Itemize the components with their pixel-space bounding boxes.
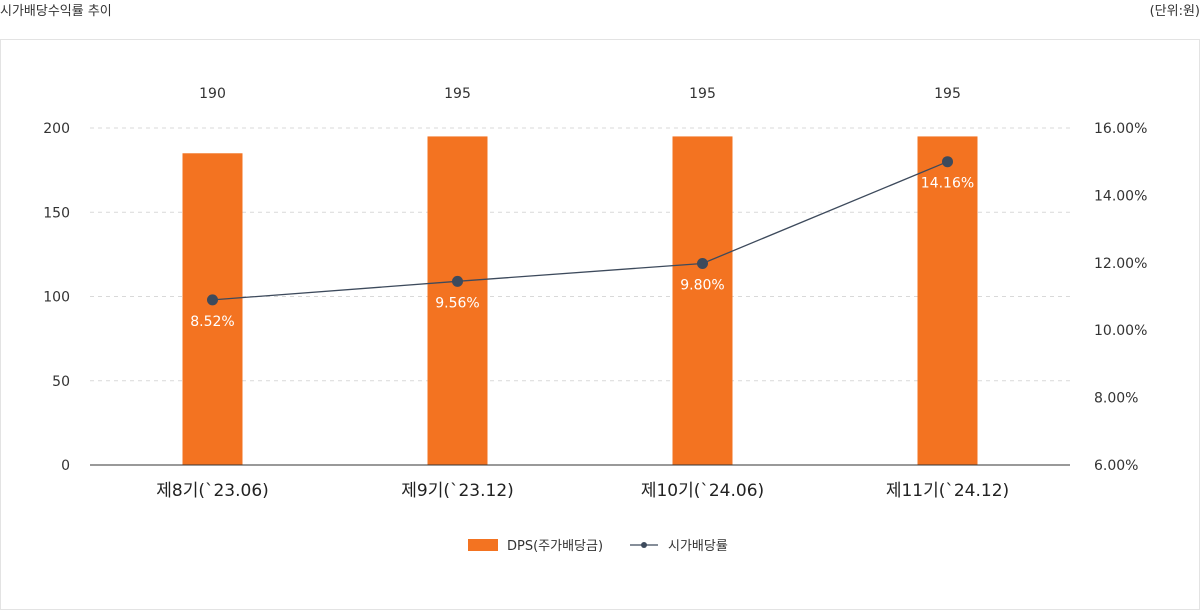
x-category-label: 제9기(`23.12) bbox=[401, 481, 514, 501]
y-right-tick-label: 14.00% bbox=[1094, 188, 1147, 204]
y-right-tick-label: 10.00% bbox=[1094, 323, 1147, 339]
x-category-label: 제11기(`24.12) bbox=[886, 481, 1009, 501]
y-left-tick-label: 50 bbox=[52, 374, 70, 390]
x-category-label: 제8기(`23.06) bbox=[156, 481, 269, 501]
y-left-tick-label: 0 bbox=[61, 458, 70, 474]
line-point bbox=[697, 257, 708, 269]
y-right-tick-label: 16.00% bbox=[1094, 121, 1147, 137]
bar-dps bbox=[917, 136, 978, 466]
bar-value-label: 190 bbox=[199, 86, 226, 102]
unit-label: (단위:원) bbox=[1149, 4, 1200, 19]
y-left-tick-label: 200 bbox=[43, 121, 70, 137]
y-left-tick-label: 150 bbox=[43, 205, 70, 221]
bar-value-label: 195 bbox=[689, 86, 716, 102]
line-point bbox=[207, 294, 218, 306]
legend-label-yield: 시가배당률 bbox=[668, 539, 728, 554]
bar-value-label: 195 bbox=[934, 86, 961, 102]
line-value-label: 9.80% bbox=[680, 277, 724, 293]
line-point bbox=[942, 156, 953, 168]
y-right-tick-label: 8.00% bbox=[1094, 391, 1138, 407]
bar-dps bbox=[427, 136, 488, 466]
line-value-label: 14.16% bbox=[921, 176, 974, 192]
line-dividend-yield bbox=[212, 161, 948, 301]
y-left-tick-label: 100 bbox=[43, 290, 70, 306]
legend-marker-yield bbox=[641, 542, 647, 548]
bar-dps bbox=[182, 153, 243, 465]
legend-label-dps: DPS(주가배당금) bbox=[507, 539, 603, 554]
y-right-tick-label: 12.00% bbox=[1094, 256, 1147, 272]
legend-swatch-dps bbox=[468, 539, 498, 551]
line-point bbox=[452, 275, 463, 287]
x-category-label: 제10기(`24.06) bbox=[641, 481, 764, 501]
bar-value-label: 195 bbox=[444, 86, 471, 102]
line-value-label: 8.52% bbox=[190, 314, 234, 330]
bar-dps bbox=[672, 136, 733, 466]
chart-title: 시가배당수익률 추이 bbox=[0, 4, 112, 19]
y-right-tick-label: 6.00% bbox=[1094, 458, 1138, 474]
line-value-label: 9.56% bbox=[435, 295, 479, 311]
